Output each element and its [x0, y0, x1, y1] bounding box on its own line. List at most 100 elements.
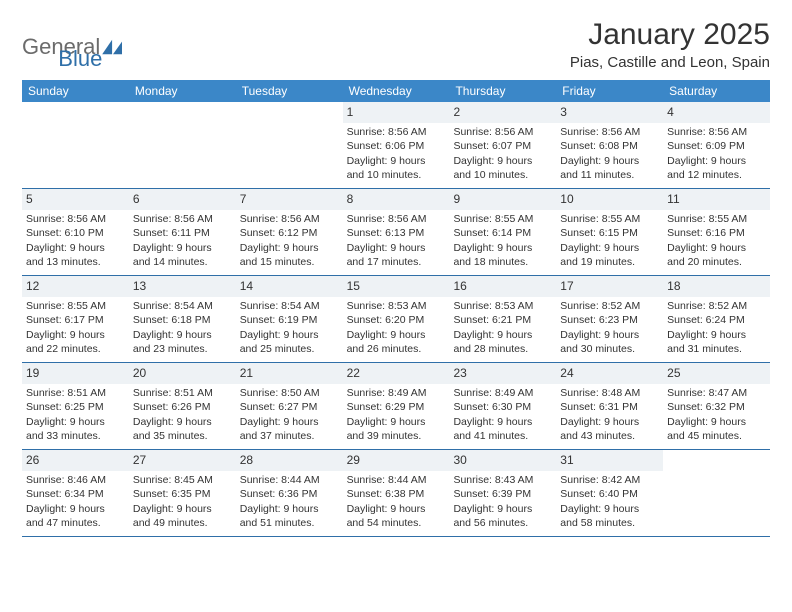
calendar-cell: 20Sunrise: 8:51 AMSunset: 6:26 PMDayligh…: [129, 363, 236, 449]
calendar-cell: 17Sunrise: 8:52 AMSunset: 6:23 PMDayligh…: [556, 276, 663, 362]
daylight2-text: and 17 minutes.: [347, 255, 446, 269]
day-header: Monday: [129, 80, 236, 102]
daylight2-text: and 14 minutes.: [133, 255, 232, 269]
sunset-text: Sunset: 6:19 PM: [240, 313, 339, 327]
day-header-row: SundayMondayTuesdayWednesdayThursdayFrid…: [22, 80, 770, 102]
calendar-cell: 10Sunrise: 8:55 AMSunset: 6:15 PMDayligh…: [556, 189, 663, 275]
daylight1-text: Daylight: 9 hours: [240, 415, 339, 429]
calendar-cell: 15Sunrise: 8:53 AMSunset: 6:20 PMDayligh…: [343, 276, 450, 362]
day-number: 21: [240, 365, 339, 381]
calendar-cell: [663, 450, 770, 536]
sunrise-text: Sunrise: 8:56 AM: [560, 125, 659, 139]
calendar-cell: 1Sunrise: 8:56 AMSunset: 6:06 PMDaylight…: [343, 102, 450, 188]
sunset-text: Sunset: 6:11 PM: [133, 226, 232, 240]
day-number: 17: [560, 278, 659, 294]
daylight2-text: and 30 minutes.: [560, 342, 659, 356]
daylight1-text: Daylight: 9 hours: [667, 241, 766, 255]
sunrise-text: Sunrise: 8:51 AM: [133, 386, 232, 400]
daylight1-text: Daylight: 9 hours: [560, 415, 659, 429]
daylight2-text: and 49 minutes.: [133, 516, 232, 530]
brand-logo: General Blue: [22, 18, 102, 72]
sunrise-text: Sunrise: 8:56 AM: [347, 212, 446, 226]
day-number: 15: [347, 278, 446, 294]
sunrise-text: Sunrise: 8:54 AM: [240, 299, 339, 313]
daylight1-text: Daylight: 9 hours: [560, 502, 659, 516]
sunrise-text: Sunrise: 8:56 AM: [453, 125, 552, 139]
calendar-cell: 19Sunrise: 8:51 AMSunset: 6:25 PMDayligh…: [22, 363, 129, 449]
sunset-text: Sunset: 6:20 PM: [347, 313, 446, 327]
sunset-text: Sunset: 6:35 PM: [133, 487, 232, 501]
sunrise-text: Sunrise: 8:42 AM: [560, 473, 659, 487]
week-row: 12Sunrise: 8:55 AMSunset: 6:17 PMDayligh…: [22, 276, 770, 363]
sunset-text: Sunset: 6:27 PM: [240, 400, 339, 414]
calendar-cell: 25Sunrise: 8:47 AMSunset: 6:32 PMDayligh…: [663, 363, 770, 449]
sunset-text: Sunset: 6:25 PM: [26, 400, 125, 414]
daylight1-text: Daylight: 9 hours: [667, 154, 766, 168]
daylight2-text: and 56 minutes.: [453, 516, 552, 530]
day-number: 22: [347, 365, 446, 381]
calendar-cell: 28Sunrise: 8:44 AMSunset: 6:36 PMDayligh…: [236, 450, 343, 536]
daylight1-text: Daylight: 9 hours: [240, 241, 339, 255]
day-number: 3: [560, 104, 659, 120]
day-number: 26: [26, 452, 125, 468]
daylight2-text: and 54 minutes.: [347, 516, 446, 530]
sunset-text: Sunset: 6:13 PM: [347, 226, 446, 240]
sunset-text: Sunset: 6:21 PM: [453, 313, 552, 327]
daylight2-text: and 15 minutes.: [240, 255, 339, 269]
sunrise-text: Sunrise: 8:52 AM: [560, 299, 659, 313]
calendar-cell: [129, 102, 236, 188]
sunset-text: Sunset: 6:31 PM: [560, 400, 659, 414]
sunrise-text: Sunrise: 8:46 AM: [26, 473, 125, 487]
day-header: Wednesday: [343, 80, 450, 102]
sunset-text: Sunset: 6:12 PM: [240, 226, 339, 240]
day-number: 9: [453, 191, 552, 207]
sunset-text: Sunset: 6:08 PM: [560, 139, 659, 153]
daylight1-text: Daylight: 9 hours: [26, 328, 125, 342]
daylight2-text: and 18 minutes.: [453, 255, 552, 269]
sunrise-text: Sunrise: 8:56 AM: [240, 212, 339, 226]
day-number: 23: [453, 365, 552, 381]
calendar-cell: 6Sunrise: 8:56 AMSunset: 6:11 PMDaylight…: [129, 189, 236, 275]
daylight1-text: Daylight: 9 hours: [453, 502, 552, 516]
daylight2-text: and 39 minutes.: [347, 429, 446, 443]
sunset-text: Sunset: 6:29 PM: [347, 400, 446, 414]
day-number: 1: [347, 104, 446, 120]
daylight1-text: Daylight: 9 hours: [133, 328, 232, 342]
sunrise-text: Sunrise: 8:56 AM: [667, 125, 766, 139]
calendar-cell: 16Sunrise: 8:53 AMSunset: 6:21 PMDayligh…: [449, 276, 556, 362]
month-title: January 2025: [570, 18, 770, 52]
daylight2-text: and 47 minutes.: [26, 516, 125, 530]
daylight1-text: Daylight: 9 hours: [453, 154, 552, 168]
day-header: Tuesday: [236, 80, 343, 102]
sunset-text: Sunset: 6:17 PM: [26, 313, 125, 327]
daylight1-text: Daylight: 9 hours: [560, 241, 659, 255]
daylight1-text: Daylight: 9 hours: [453, 415, 552, 429]
calendar-cell: 4Sunrise: 8:56 AMSunset: 6:09 PMDaylight…: [663, 102, 770, 188]
daylight1-text: Daylight: 9 hours: [560, 154, 659, 168]
week-row: 5Sunrise: 8:56 AMSunset: 6:10 PMDaylight…: [22, 189, 770, 276]
day-number: 8: [347, 191, 446, 207]
day-header: Sunday: [22, 80, 129, 102]
sunset-text: Sunset: 6:09 PM: [667, 139, 766, 153]
sunset-text: Sunset: 6:24 PM: [667, 313, 766, 327]
daylight2-text: and 41 minutes.: [453, 429, 552, 443]
sunrise-text: Sunrise: 8:49 AM: [347, 386, 446, 400]
daylight1-text: Daylight: 9 hours: [26, 241, 125, 255]
day-number: 25: [667, 365, 766, 381]
calendar-cell: 13Sunrise: 8:54 AMSunset: 6:18 PMDayligh…: [129, 276, 236, 362]
daylight2-text: and 19 minutes.: [560, 255, 659, 269]
day-number: 18: [667, 278, 766, 294]
day-number: 12: [26, 278, 125, 294]
brand-part2: Blue: [58, 46, 102, 72]
sunset-text: Sunset: 6:30 PM: [453, 400, 552, 414]
sunrise-text: Sunrise: 8:56 AM: [347, 125, 446, 139]
daylight2-text: and 13 minutes.: [26, 255, 125, 269]
sunrise-text: Sunrise: 8:51 AM: [26, 386, 125, 400]
daylight2-text: and 26 minutes.: [347, 342, 446, 356]
sunset-text: Sunset: 6:40 PM: [560, 487, 659, 501]
daylight2-text: and 10 minutes.: [453, 168, 552, 182]
day-number: 30: [453, 452, 552, 468]
sunrise-text: Sunrise: 8:53 AM: [347, 299, 446, 313]
day-header: Friday: [556, 80, 663, 102]
sunset-text: Sunset: 6:36 PM: [240, 487, 339, 501]
